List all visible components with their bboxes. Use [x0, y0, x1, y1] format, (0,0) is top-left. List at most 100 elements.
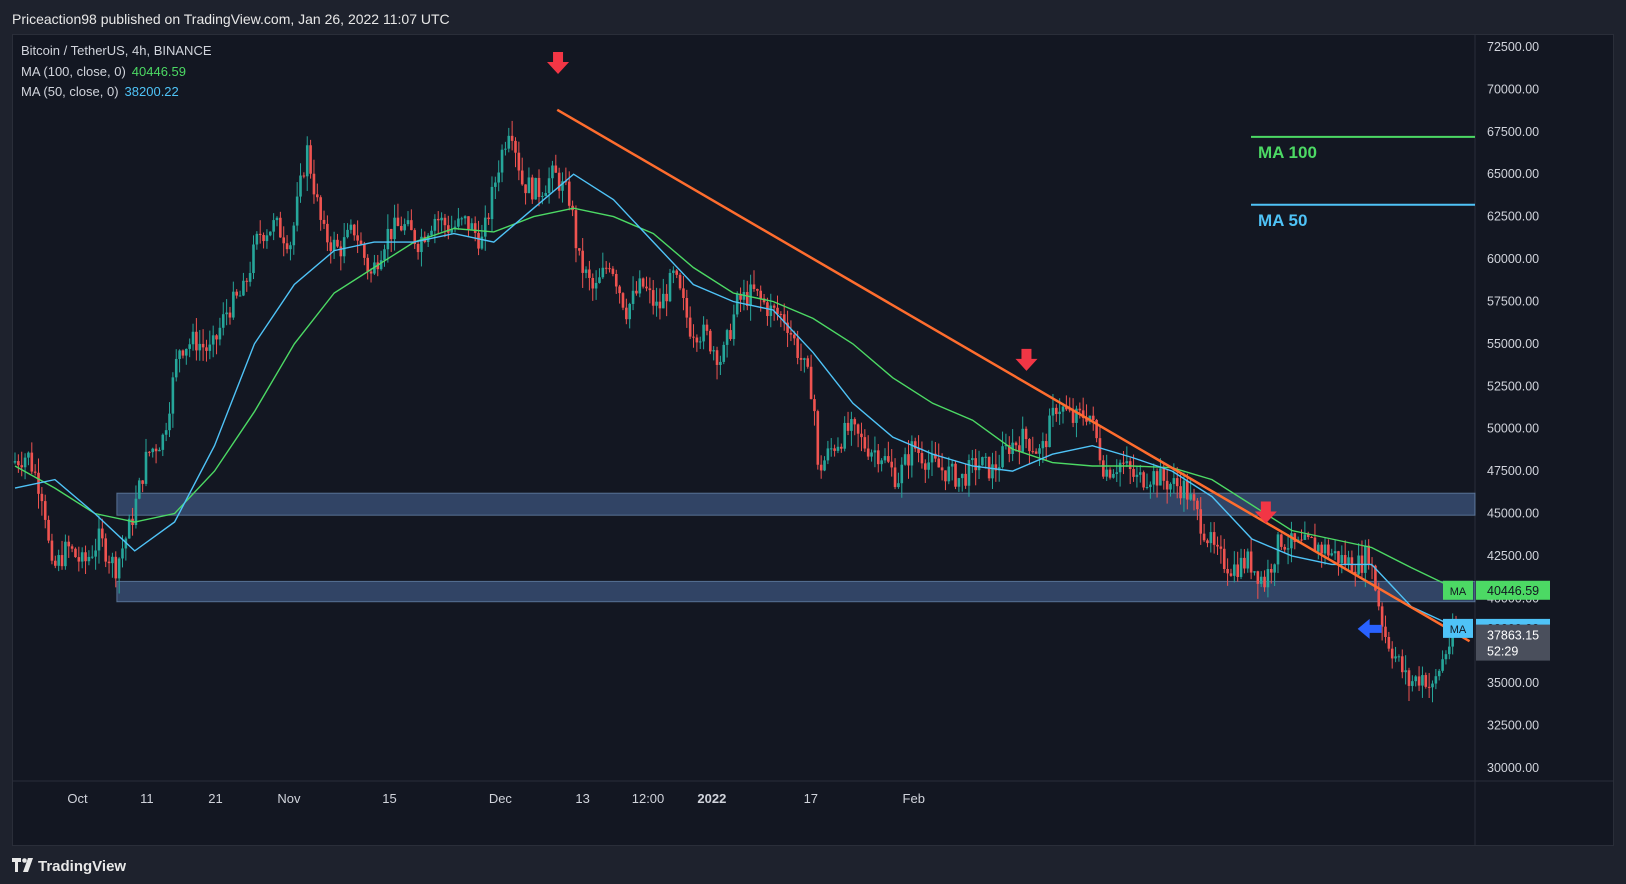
candle-body [977, 465, 981, 471]
time-tick-label: 13 [575, 791, 589, 806]
candle-body [201, 343, 205, 348]
candle-body [433, 218, 437, 231]
candle-body [1394, 656, 1397, 659]
ma-badge-bg-1 [1443, 580, 1473, 600]
price-tick-label: 55000.00 [1487, 337, 1539, 351]
candle-body [588, 269, 591, 278]
candle-body [776, 307, 779, 314]
candle-body [467, 216, 470, 230]
candle-body [725, 330, 729, 345]
candle-body [685, 298, 689, 318]
candle-body [54, 560, 57, 566]
ma-badge-text-1: MA [1450, 586, 1467, 598]
candle-body [826, 448, 830, 461]
candle-body [621, 293, 625, 308]
candle-body [991, 464, 994, 479]
candle-body [971, 458, 974, 461]
candle-body [403, 224, 406, 231]
candle-body [205, 347, 208, 351]
support-zone-2 [116, 580, 1476, 603]
candle-body [1212, 532, 1216, 545]
candle-body [413, 230, 417, 244]
candle-body [1021, 428, 1025, 452]
candle-body [561, 181, 564, 191]
price-chart[interactable]: MA 100 MA 50 72500.00 70000.00 67500.00 65000… [13, 35, 1613, 845]
candle-body [396, 217, 400, 226]
candle-body [1202, 533, 1206, 541]
price-tick-label: 60000.00 [1487, 252, 1539, 266]
candle-body [84, 552, 87, 562]
candle-body [803, 358, 806, 360]
candle-body [137, 480, 141, 499]
candle-body [1028, 439, 1031, 452]
candle-body [792, 334, 796, 339]
candle-body [974, 458, 977, 471]
candle-body [1169, 483, 1172, 490]
candle-body [1132, 468, 1135, 477]
candle-body [594, 282, 598, 289]
candle-body [913, 441, 917, 449]
candle-body [127, 518, 131, 539]
ma100-label[interactable]: MA (100, close, 0) [21, 63, 126, 79]
symbol-title[interactable]: Bitcoin / TetherUS, 4h, BINANCE [21, 43, 212, 58]
candle-body [863, 437, 867, 449]
candle-body [151, 448, 155, 453]
candle-body [843, 422, 846, 449]
candle-body [1192, 494, 1196, 501]
candle-body [541, 195, 544, 197]
candle-body [722, 344, 726, 362]
last-price-countdown: 52:29 [1487, 645, 1518, 659]
candle-body [416, 243, 420, 253]
candle-body [1172, 478, 1176, 484]
candle-body [1390, 648, 1394, 659]
candle-body [1001, 446, 1004, 468]
candle-body [268, 231, 272, 236]
candle-body [1441, 659, 1444, 671]
time-tick-label: 21 [208, 791, 222, 806]
price-tick-label: 62500.00 [1487, 210, 1539, 224]
candle-body [453, 226, 457, 229]
candle-body [1310, 537, 1313, 539]
candle-body [608, 268, 611, 270]
ma50-label[interactable]: MA (50, close, 0) [21, 84, 119, 99]
candle-body [282, 237, 286, 244]
candle-body [1138, 472, 1142, 475]
candle-body [1411, 681, 1414, 686]
candle-body [960, 473, 964, 479]
time-tick-label: Dec [489, 791, 513, 806]
candle-body [487, 217, 490, 220]
red-down-arrow-2 [1015, 348, 1038, 371]
candle-body [389, 228, 393, 240]
candle-body [57, 555, 60, 566]
candle-body [1320, 544, 1323, 554]
candle-body [900, 464, 904, 484]
candle-body [218, 327, 222, 340]
candle-body [876, 450, 880, 465]
candle-body [1340, 555, 1344, 563]
annotation-label-2: MA 50 [1258, 211, 1307, 230]
candle-body [319, 197, 322, 220]
tradingview-logo-icon[interactable] [12, 858, 36, 872]
candle-body [1122, 462, 1125, 464]
chart-panel[interactable]: MA 100 MA 50 72500.00 70000.00 67500.00 65000… [12, 34, 1614, 846]
candle-body [359, 240, 363, 245]
candle-body [1125, 461, 1129, 464]
candle-body [756, 289, 759, 291]
candle-body [853, 419, 857, 425]
candle-body [356, 235, 359, 241]
candle-body [168, 413, 171, 431]
candle-body [70, 546, 74, 549]
candle-body [252, 244, 255, 274]
candle-body [840, 446, 843, 449]
tradingview-brand[interactable]: TradingView [38, 858, 127, 875]
candle-body [255, 233, 259, 245]
candle-body [1155, 471, 1159, 486]
candle-body [944, 470, 947, 482]
candle-body [1243, 557, 1246, 569]
candle-body [1303, 534, 1307, 540]
candle-body [221, 314, 225, 328]
candle-body [1108, 469, 1112, 478]
candle-body [591, 277, 595, 289]
candle-body [1105, 469, 1108, 477]
candle-body [1199, 509, 1203, 534]
